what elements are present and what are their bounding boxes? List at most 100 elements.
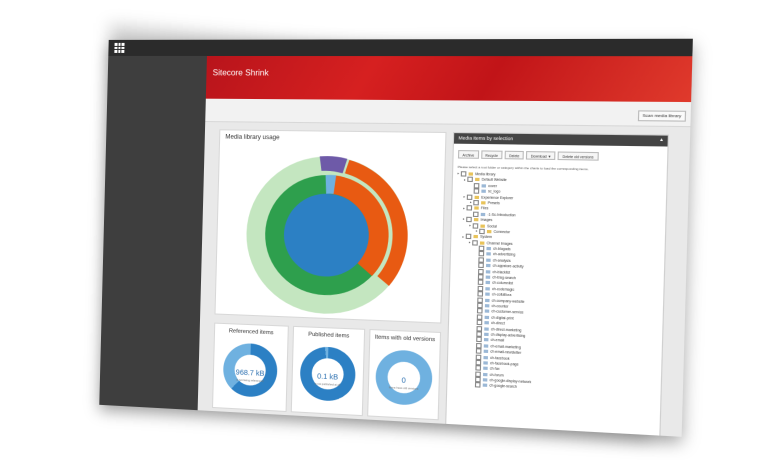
image-icon [485,292,490,297]
tree-item-label: ch-appstore-activity [492,263,524,269]
old-versions-title: Items with old versions [374,334,436,344]
tree-checkbox[interactable] [465,233,472,240]
download-button[interactable]: Download ▼ [526,151,556,161]
published-items-subtitle: is not published at all [314,382,341,387]
main-area: Sitecore Shrink Scan media library Media… [197,55,693,437]
tree-checkbox[interactable] [475,348,482,354]
tree-checkbox[interactable] [473,182,480,189]
media-tree: ▸ Media library ▸ Default Website cover sc_lo… [452,171,662,397]
tree-checkbox[interactable] [473,199,479,206]
app-header: Sitecore Shrink [205,55,693,103]
tree-checkbox[interactable] [477,274,484,280]
tree-item-label: ch-counter [491,303,509,309]
old-versions-donut[interactable]: 0 Items have old versions [374,349,433,407]
image-icon [482,378,488,382]
media-library-usage-panel: Media library usage [214,129,447,324]
folder-icon [473,235,478,239]
tree-checkbox[interactable] [472,211,479,217]
published-items-donut[interactable]: 0.1 kB is not published at all [299,345,357,403]
published-items-value: 0.1 kB [316,373,339,382]
scan-media-library-button[interactable]: Scan media library [637,110,687,122]
tree-item-label: System [480,234,493,240]
image-icon [485,269,491,274]
tree-checkbox[interactable] [479,228,485,235]
tree-checkbox[interactable] [477,291,484,297]
tree-checkbox[interactable] [475,354,482,360]
image-icon [482,383,488,388]
app-launcher-icon[interactable] [114,42,125,53]
tree-item-label: ch-google-search [489,383,517,390]
delete-button[interactable]: Delete [504,150,525,160]
sunburst-chart[interactable] [216,130,446,322]
tree-item-label: Channel Images [486,240,513,246]
tree-checkbox[interactable] [467,177,473,183]
launcher-bar [108,38,693,57]
tree-item-label: ch-direct [491,320,505,326]
tree-checkbox[interactable] [466,194,473,200]
image-icon [481,184,487,188]
tree-item-label: ch-advertising [492,252,516,258]
tree-item-label: ch-digital-print [491,315,514,321]
image-icon [485,275,491,279]
tree-checkbox[interactable] [477,279,484,286]
media-items-header: Media items by selection ▴ [453,133,668,147]
tree-checkbox[interactable] [477,302,483,309]
tree-checkbox[interactable] [473,188,480,194]
image-icon [486,258,491,262]
tree-checkbox[interactable] [476,325,483,332]
tree-checkbox[interactable] [478,262,484,269]
tree-checkbox[interactable] [477,285,484,292]
delete-old-versions-button[interactable]: Delete old versions [557,151,599,161]
tree-checkbox[interactable] [476,331,482,337]
tree-item-label: ch-codemagic [492,286,515,292]
tree-checkbox[interactable] [466,216,472,223]
left-sidebar [99,55,207,411]
tree-checkbox[interactable] [472,222,479,229]
tree-checkbox[interactable] [478,251,485,257]
tree-item-label: ch-analysis [492,257,511,263]
image-icon [484,304,490,308]
tree-checkbox[interactable] [472,239,478,246]
tree-checkbox[interactable] [475,376,481,383]
tree-checkbox[interactable] [476,319,483,326]
tree-item-label: ch-fax [489,366,500,372]
image-icon [482,372,488,376]
old-versions-card: Items with old versions 0 Items have old… [367,329,442,421]
tree-checkbox[interactable] [475,365,482,371]
referenced-items-donut[interactable]: 968.7 kB is not being referenced [222,342,278,399]
folder-icon [480,223,485,228]
tree-checkbox[interactable] [476,314,483,320]
tree-checkbox[interactable] [478,268,484,275]
folder-icon [474,195,480,199]
image-icon [485,286,490,291]
tree-checkbox[interactable] [475,342,482,349]
tree-checkbox[interactable] [475,359,482,366]
archive-button[interactable]: Archive [457,150,479,159]
tree-checkbox[interactable] [466,205,473,211]
tree-checkbox[interactable] [475,371,481,377]
image-icon [483,355,489,359]
old-versions-donut-hole: 0 Items have old versions [387,361,421,395]
image-icon [486,252,491,257]
recycle-button[interactable]: Recycle [480,150,503,160]
tree-item-label: ch-collabora [491,292,512,298]
tree-item-label: ch-blog-search [492,275,517,281]
image-icon [486,247,491,251]
old-versions-subtitle: Items have old versions [388,386,419,391]
tree-checkbox[interactable] [478,245,485,252]
collapse-icon[interactable]: ▴ [659,136,664,144]
tree-checkbox[interactable] [474,382,481,389]
sunburst-core [282,192,370,278]
tree-checkbox[interactable] [460,171,467,177]
tree-checkbox[interactable] [478,257,485,263]
tree-item-label: sc_logo [488,189,501,194]
tree-checkbox[interactable] [476,308,483,314]
tree-item-label: ch-columnlist [492,280,514,286]
tree-item-label: Connector [493,229,511,235]
tree-item-label: Social [487,223,497,228]
tree-item-label: ch-email [490,337,505,343]
referenced-items-subtitle: is not being referenced [236,378,264,384]
tree-checkbox[interactable] [477,297,483,303]
tree-checkbox[interactable] [476,336,482,343]
folder-icon [481,201,486,205]
